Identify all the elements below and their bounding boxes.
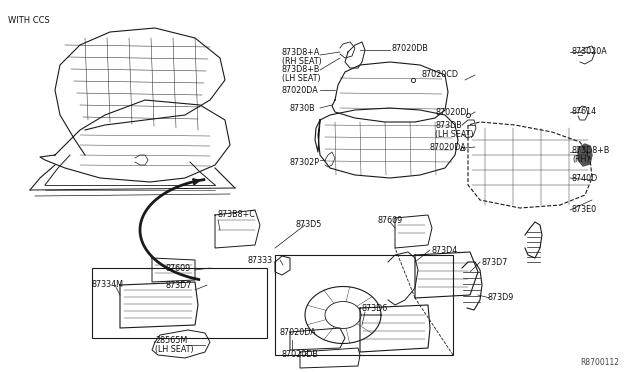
Text: 87020DA: 87020DA bbox=[282, 86, 319, 95]
Text: 87020CD: 87020CD bbox=[422, 70, 459, 79]
Text: 873D8+B: 873D8+B bbox=[572, 146, 611, 155]
Text: 87020DB: 87020DB bbox=[282, 350, 319, 359]
Text: 87302P: 87302P bbox=[290, 158, 320, 167]
Text: 87334M: 87334M bbox=[92, 280, 124, 289]
Text: (LH SEAT): (LH SEAT) bbox=[435, 130, 474, 139]
Text: 8730B: 8730B bbox=[290, 104, 316, 113]
Text: 873D5: 873D5 bbox=[296, 220, 323, 229]
Text: 873D8+A: 873D8+A bbox=[282, 48, 321, 57]
Text: 873D7: 873D7 bbox=[482, 258, 508, 267]
Text: WITH CCS: WITH CCS bbox=[8, 16, 50, 25]
Text: (RH): (RH) bbox=[572, 155, 589, 164]
Text: (LH SEAT): (LH SEAT) bbox=[282, 74, 321, 83]
Text: 87020DI: 87020DI bbox=[435, 108, 468, 117]
Text: (LH SEAT): (LH SEAT) bbox=[155, 345, 194, 354]
Text: 873D8+B: 873D8+B bbox=[282, 65, 321, 74]
Text: 873B8+C: 873B8+C bbox=[218, 210, 256, 219]
Bar bbox=[275, 255, 453, 355]
Bar bbox=[92, 268, 267, 338]
Text: 873D6: 873D6 bbox=[362, 304, 388, 313]
Text: 87020DB: 87020DB bbox=[391, 44, 428, 53]
Text: 87614: 87614 bbox=[572, 107, 597, 116]
Text: (RH SEAT): (RH SEAT) bbox=[282, 57, 322, 66]
Text: 8740D: 8740D bbox=[572, 174, 598, 183]
Text: R8700112: R8700112 bbox=[580, 358, 619, 367]
Text: 873D4: 873D4 bbox=[432, 246, 458, 255]
Text: 87609: 87609 bbox=[377, 216, 403, 225]
Text: 873D9: 873D9 bbox=[488, 293, 515, 302]
Text: 28565M: 28565M bbox=[155, 336, 188, 345]
Text: 873E0: 873E0 bbox=[572, 205, 597, 214]
Text: 873D7: 873D7 bbox=[165, 281, 191, 290]
Text: 873020A: 873020A bbox=[572, 47, 608, 56]
Text: 87020DA: 87020DA bbox=[280, 328, 317, 337]
Polygon shape bbox=[578, 144, 592, 166]
Text: 87609: 87609 bbox=[165, 264, 190, 273]
Text: 87020DA: 87020DA bbox=[430, 143, 467, 152]
Text: 873DB: 873DB bbox=[435, 121, 461, 130]
Text: 87333: 87333 bbox=[247, 256, 272, 265]
